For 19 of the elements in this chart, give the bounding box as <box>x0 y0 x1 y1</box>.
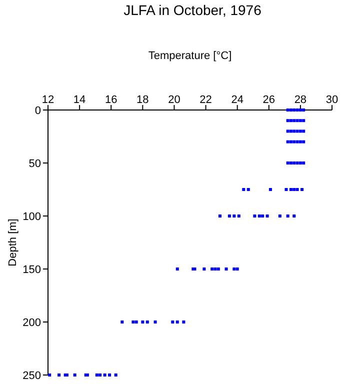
x-tick-label: 20 <box>168 94 180 106</box>
x-tick-label: 14 <box>73 94 86 106</box>
y-tick-label: 50 <box>28 158 41 170</box>
y-tick-label: 100 <box>22 210 41 223</box>
y-tick-label: 150 <box>22 264 41 276</box>
y-tick-label: 250 <box>22 370 41 382</box>
x-tick-label: 26 <box>262 94 276 106</box>
chart-title: JLFA in October, 1976 <box>122 2 262 18</box>
x-tick-label: 18 <box>136 94 149 106</box>
y-tick-label: 200 <box>22 316 41 329</box>
y-axis-title: Depth [m] <box>6 218 19 266</box>
y-tick-label: 0 <box>34 104 41 117</box>
x-tick-label: 16 <box>104 94 118 106</box>
x-tick-label: 24 <box>231 94 244 106</box>
x-axis-title: Temperature [°C] <box>147 50 233 62</box>
x-tick-label: 22 <box>200 94 212 106</box>
x-tick-label: 30 <box>326 94 338 106</box>
x-tick-label: 28 <box>294 94 307 106</box>
x-tick-label: 12 <box>42 94 54 106</box>
